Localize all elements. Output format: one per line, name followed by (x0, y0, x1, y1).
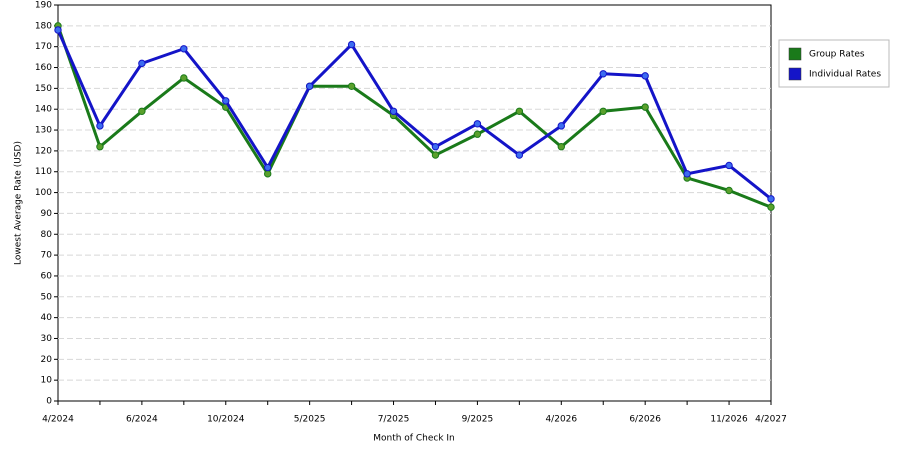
data-point (54, 26, 62, 34)
data-point (725, 161, 733, 170)
data-point (96, 143, 104, 151)
data-point (305, 82, 314, 90)
data-point (138, 107, 146, 115)
data-point (96, 122, 104, 130)
y-tick-label: 30 (41, 334, 53, 344)
y-axis-label: Lowest Average Rate (USD) (14, 141, 24, 265)
x-tick-label: 10/2024 (207, 415, 245, 425)
data-point (641, 72, 649, 80)
y-tick-label: 110 (35, 167, 52, 177)
y-tick-label: 70 (41, 251, 53, 261)
x-tick-label: 4/2027 (755, 415, 787, 425)
y-tick-label: 60 (41, 271, 53, 281)
y-tick-label: 160 (35, 63, 52, 73)
data-point (557, 122, 565, 130)
data-point (180, 74, 188, 82)
data-point (767, 195, 775, 203)
y-tick-label: 170 (35, 42, 52, 52)
y-tick-label: 140 (35, 105, 52, 115)
data-point (264, 163, 272, 172)
data-point (641, 103, 649, 111)
y-tick-label: 10 (41, 376, 53, 386)
x-tick-label: 11/2026 (710, 415, 748, 425)
data-point (473, 130, 482, 138)
data-point (431, 143, 440, 151)
data-point (180, 45, 188, 53)
plot-area (57, 4, 772, 402)
data-point (599, 70, 607, 78)
y-tick-label: 20 (41, 355, 53, 365)
legend-swatch (788, 47, 802, 61)
y-tick-label: 0 (46, 397, 52, 407)
data-point (347, 82, 356, 90)
series-line (56, 29, 772, 201)
y-tick-label: 130 (35, 126, 52, 136)
data-point (515, 107, 524, 115)
data-point (473, 120, 482, 128)
data-point (138, 59, 146, 68)
data-point (431, 151, 440, 159)
data-point (264, 170, 272, 178)
x-tick-label: 4/2024 (42, 415, 74, 425)
y-tick-label: 100 (35, 188, 52, 198)
legend-swatch (788, 67, 802, 81)
x-tick-label: 4/2026 (545, 415, 577, 425)
y-tick-label: 80 (41, 230, 53, 240)
legend-label: Group Rates (809, 50, 865, 60)
y-tick-label: 90 (41, 209, 53, 219)
y-tick-label: 40 (41, 313, 53, 323)
data-point (767, 203, 775, 211)
data-point (515, 151, 524, 159)
x-tick-label: 5/2025 (294, 415, 326, 425)
y-tick-label: 50 (41, 292, 53, 302)
x-axis-label: Month of Check In (373, 434, 455, 444)
y-tick-label: 180 (35, 21, 52, 31)
x-tick-label: 9/2025 (462, 415, 494, 425)
x-tick-label: 7/2025 (378, 415, 410, 425)
x-tick-label: 6/2024 (126, 415, 158, 425)
data-point (599, 107, 607, 115)
series-line (56, 25, 772, 209)
y-tick-label: 150 (35, 84, 52, 94)
x-tick-label: 6/2026 (629, 415, 661, 425)
data-point (683, 170, 691, 178)
data-point (725, 186, 733, 195)
data-point (347, 40, 356, 49)
data-point (389, 107, 398, 115)
data-point (222, 97, 230, 105)
data-point (557, 143, 565, 151)
y-tick-label: 190 (35, 1, 52, 11)
y-tick-label: 120 (35, 146, 52, 156)
legend-label: Individual Rates (809, 70, 881, 80)
